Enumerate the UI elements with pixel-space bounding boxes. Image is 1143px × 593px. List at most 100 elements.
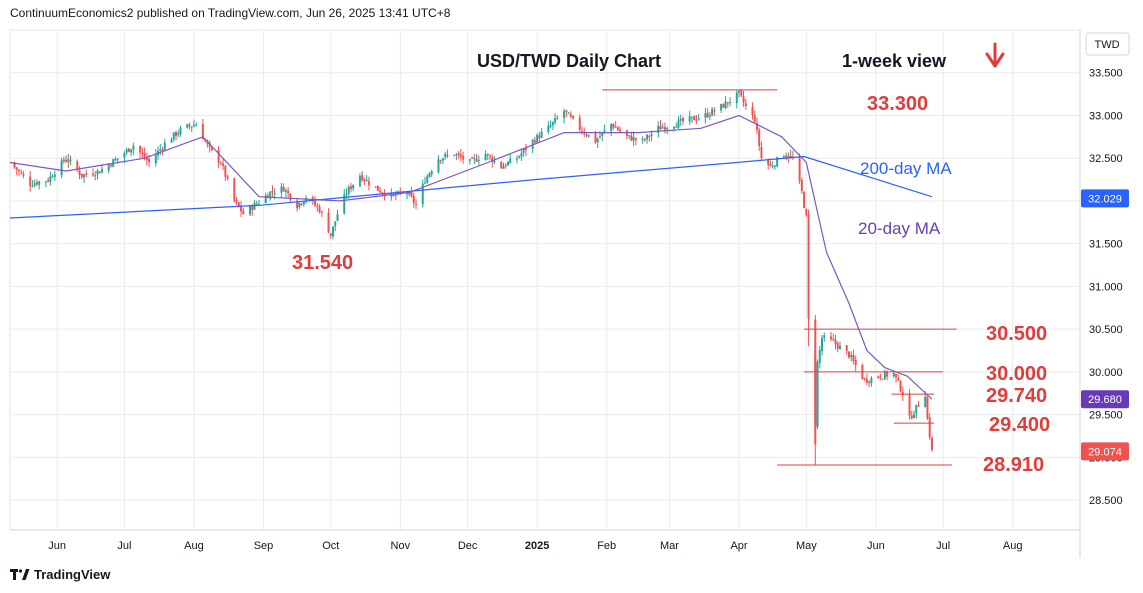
candle-body xyxy=(865,378,868,383)
candle-body xyxy=(646,134,649,140)
x-tick-label: Jun xyxy=(48,540,66,552)
x-tick-label: Dec xyxy=(458,540,478,552)
candle-body xyxy=(455,154,458,156)
candle-body xyxy=(760,146,763,159)
candle-body xyxy=(233,178,236,201)
candle-body xyxy=(883,371,886,379)
level-label: 30.500 xyxy=(986,323,1047,345)
candle-body xyxy=(690,116,693,118)
candle-body xyxy=(96,170,99,175)
candle-body xyxy=(868,381,871,383)
candle-body xyxy=(567,112,570,114)
candle-body xyxy=(520,153,523,157)
candle-body xyxy=(172,132,175,140)
candle-body xyxy=(47,180,50,182)
candle-body xyxy=(758,129,761,147)
candle-body xyxy=(98,171,101,174)
candle-body xyxy=(724,101,727,109)
candle-body xyxy=(771,166,774,168)
candle-body xyxy=(300,203,303,205)
candle-body xyxy=(755,123,758,130)
x-tick-label: Apr xyxy=(730,540,747,552)
candle-body xyxy=(830,336,833,340)
tradingview-logo-icon xyxy=(10,568,30,580)
candle-body xyxy=(484,154,487,161)
candle-body xyxy=(222,163,225,167)
candle-body xyxy=(782,156,785,158)
candle-body xyxy=(596,138,599,143)
candle-body xyxy=(192,125,195,127)
candle-body xyxy=(726,102,729,104)
candle-body xyxy=(706,112,709,118)
candle-body xyxy=(852,354,855,362)
price-tag-current xyxy=(1081,442,1129,461)
candle-body xyxy=(924,396,927,408)
candle-body xyxy=(76,161,79,171)
candle-body xyxy=(509,158,512,164)
candle-body xyxy=(744,103,747,107)
candle-body xyxy=(738,90,741,93)
candle-body xyxy=(415,203,418,205)
candle-body xyxy=(394,193,397,196)
candle-body xyxy=(664,127,667,130)
candle-body xyxy=(170,139,173,143)
y-tick-label: 30.500 xyxy=(1089,324,1123,336)
footer-brand[interactable]: TradingView xyxy=(10,567,110,582)
candle-body xyxy=(493,160,496,162)
candle-body xyxy=(287,190,290,194)
candle-body xyxy=(130,149,133,153)
y-tick-label: 28.500 xyxy=(1089,495,1123,507)
candle-body xyxy=(551,122,554,126)
candle-body xyxy=(190,126,193,128)
candle-body xyxy=(540,131,543,138)
candle-body xyxy=(881,378,884,380)
x-tick-label: May xyxy=(796,540,817,552)
candle-body xyxy=(457,153,460,155)
candle-body xyxy=(154,154,157,164)
candle-body xyxy=(491,156,494,163)
candle-body xyxy=(787,156,790,159)
x-tick-label: Sep xyxy=(254,540,274,552)
candle-body xyxy=(374,186,377,188)
candle-body xyxy=(536,134,539,143)
candle-body xyxy=(838,345,841,350)
candle-body xyxy=(524,147,527,150)
candle-body xyxy=(697,118,700,120)
candle-body xyxy=(141,152,144,155)
candle-body xyxy=(648,136,651,138)
candle-body xyxy=(847,351,850,358)
candle-body xyxy=(336,214,339,221)
candle-body xyxy=(347,187,350,194)
candle-body xyxy=(800,180,803,192)
candle-body xyxy=(614,126,617,128)
candle-body xyxy=(643,139,646,141)
candle-body xyxy=(556,117,559,119)
candle-body xyxy=(444,154,447,157)
candle-body xyxy=(195,124,198,126)
candle-body xyxy=(832,338,835,340)
candle-body xyxy=(581,130,584,132)
candle-body xyxy=(302,201,305,205)
x-tick-label: Feb xyxy=(597,540,616,552)
candle-body xyxy=(186,124,189,128)
candle-body xyxy=(320,211,323,213)
candle-body xyxy=(877,376,880,378)
price-tag-label: 29.074 xyxy=(1088,446,1122,458)
candle-body xyxy=(224,165,227,177)
candle-body xyxy=(789,155,792,158)
candle-body xyxy=(632,137,635,141)
candle-body xyxy=(204,139,207,141)
candle-body xyxy=(177,133,180,135)
candle-body xyxy=(675,126,678,128)
candle-body xyxy=(210,147,213,151)
candle-body xyxy=(729,102,732,104)
candle-body xyxy=(854,359,857,366)
candle-body xyxy=(850,355,853,358)
candle-body xyxy=(504,165,507,167)
candle-body xyxy=(217,149,220,163)
y-tick-label: 33.000 xyxy=(1089,110,1123,122)
candle-body xyxy=(332,226,335,237)
candle-body xyxy=(174,132,177,136)
candle-body xyxy=(547,125,550,132)
